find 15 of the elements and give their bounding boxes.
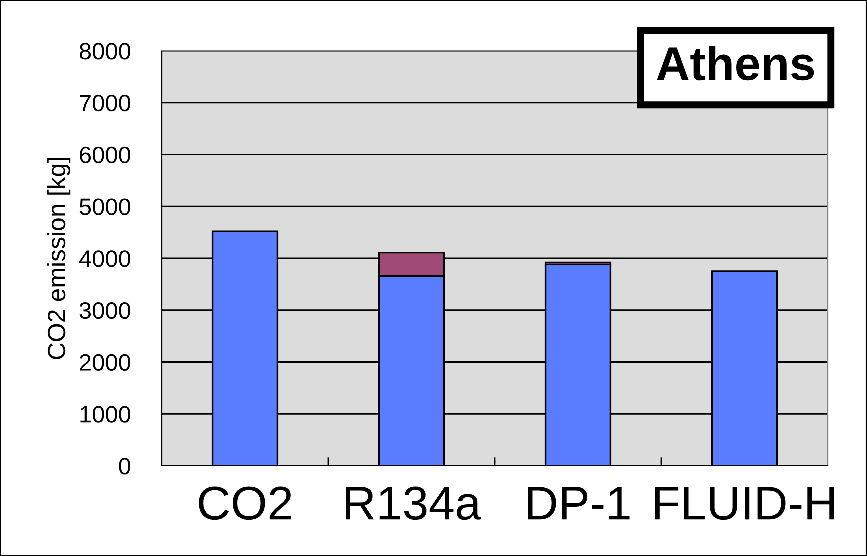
x-tick-label: DP-1 (528, 487, 630, 520)
x-tick-label: R134a (346, 486, 482, 520)
y-tick-label: 6000 (80, 146, 131, 164)
y-tick-label: 1000 (80, 406, 131, 423)
y-tick-label: 8000 (80, 43, 131, 60)
x-tick-label: FLUID-H (655, 487, 834, 520)
y-axis-title: CO2 emission [kg] (47, 158, 71, 360)
y-tick-label: 5000 (80, 198, 131, 216)
y-tick-label: 2000 (80, 354, 131, 372)
chart-title: Athens (657, 46, 814, 81)
x-tick-label: CO2 (199, 486, 292, 520)
y-tick-label: 4000 (79, 250, 131, 268)
y-tick-label: 7000 (80, 94, 131, 112)
y-tick-label: 3000 (80, 302, 131, 320)
y-tick-label: 0 (119, 458, 131, 475)
